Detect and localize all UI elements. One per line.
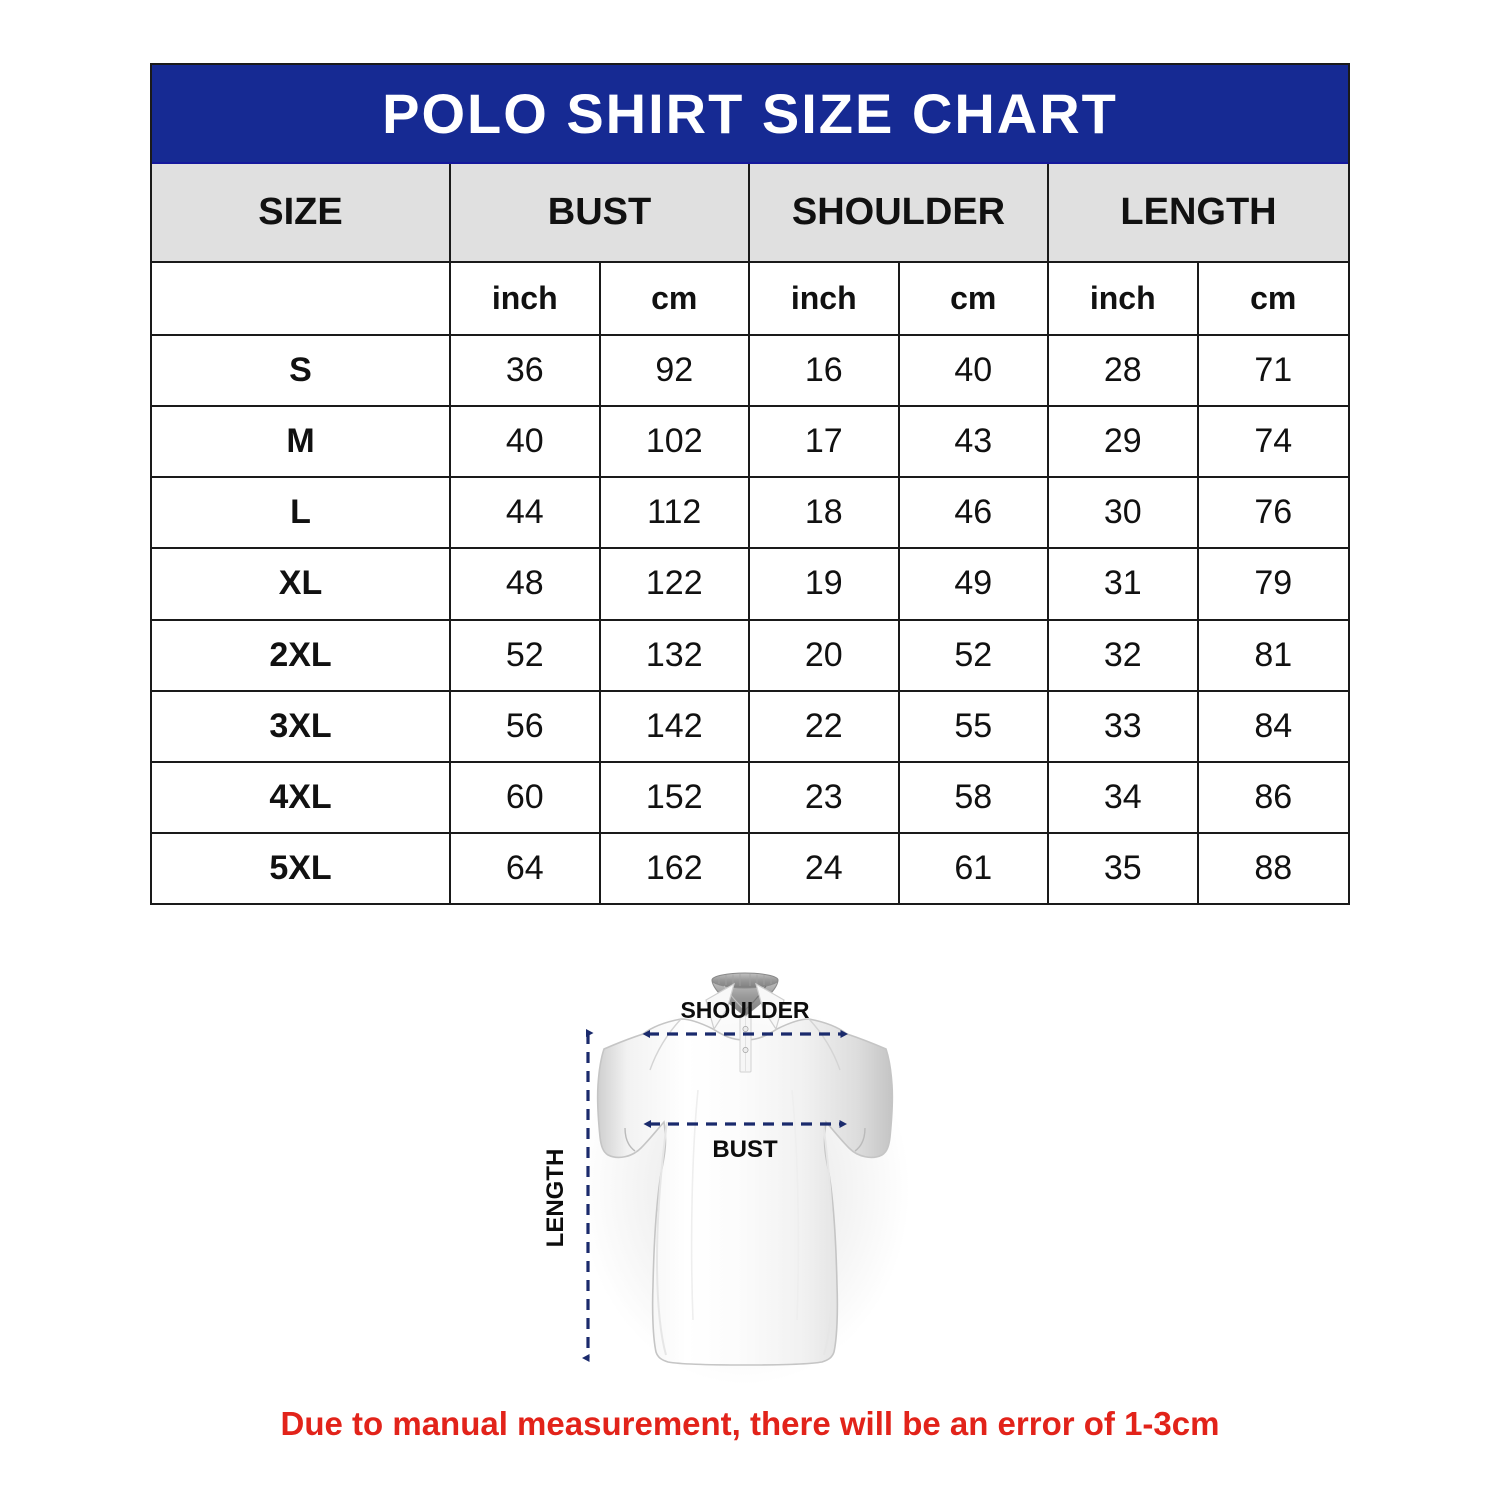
svg-text:SHOULDER: SHOULDER (680, 997, 809, 1023)
svg-text:LENGTH: LENGTH (542, 1149, 569, 1248)
svg-text:BUST: BUST (712, 1136, 778, 1163)
